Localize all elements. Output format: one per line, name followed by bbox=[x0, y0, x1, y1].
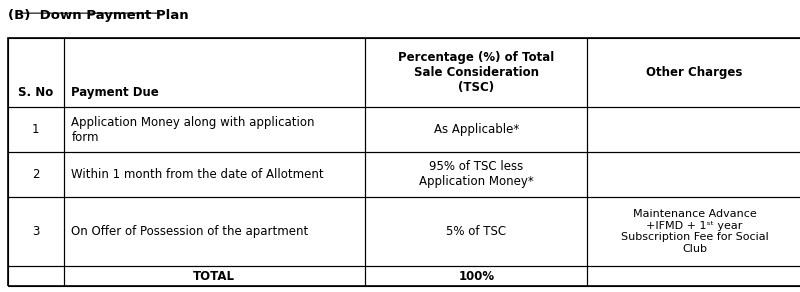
Bar bbox=[587, 38, 800, 107]
Bar bbox=[8, 197, 63, 266]
Bar bbox=[63, 107, 365, 152]
Bar bbox=[8, 152, 63, 197]
Bar bbox=[8, 38, 800, 286]
Bar bbox=[587, 107, 800, 152]
Text: Maintenance Advance
+IFMD + 1ˢᵗ year
Subscription Fee for Social
Club: Maintenance Advance +IFMD + 1ˢᵗ year Sub… bbox=[621, 209, 769, 254]
Text: 3: 3 bbox=[32, 225, 39, 238]
Bar bbox=[365, 38, 587, 107]
Bar bbox=[63, 197, 365, 266]
Text: Other Charges: Other Charges bbox=[646, 66, 742, 79]
Text: 1: 1 bbox=[32, 123, 39, 136]
Text: S. No: S. No bbox=[18, 86, 54, 99]
Text: (B)  Down Payment Plan: (B) Down Payment Plan bbox=[8, 9, 189, 22]
Bar bbox=[8, 38, 63, 107]
Text: Payment Due: Payment Due bbox=[71, 86, 159, 99]
Bar bbox=[365, 152, 587, 197]
Text: 95% of TSC less
Application Money*: 95% of TSC less Application Money* bbox=[419, 161, 534, 188]
Bar bbox=[63, 38, 365, 107]
Bar bbox=[365, 197, 587, 266]
Bar bbox=[587, 152, 800, 197]
Bar bbox=[63, 152, 365, 197]
Bar bbox=[8, 266, 63, 286]
Bar bbox=[63, 266, 365, 286]
Text: As Applicable*: As Applicable* bbox=[434, 123, 519, 136]
Text: TOTAL: TOTAL bbox=[194, 270, 235, 283]
Text: 100%: 100% bbox=[458, 270, 494, 283]
Text: 2: 2 bbox=[32, 168, 39, 181]
Bar bbox=[587, 266, 800, 286]
Bar bbox=[365, 266, 587, 286]
Bar bbox=[8, 107, 63, 152]
Text: On Offer of Possession of the apartment: On Offer of Possession of the apartment bbox=[71, 225, 309, 238]
Text: 5% of TSC: 5% of TSC bbox=[446, 225, 506, 238]
Bar bbox=[587, 197, 800, 266]
Text: Within 1 month from the date of Allotment: Within 1 month from the date of Allotmen… bbox=[71, 168, 324, 181]
Text: Application Money along with application
form: Application Money along with application… bbox=[71, 116, 315, 144]
Text: Percentage (%) of Total
Sale Consideration
(TSC): Percentage (%) of Total Sale Considerati… bbox=[398, 51, 554, 94]
Bar bbox=[365, 107, 587, 152]
